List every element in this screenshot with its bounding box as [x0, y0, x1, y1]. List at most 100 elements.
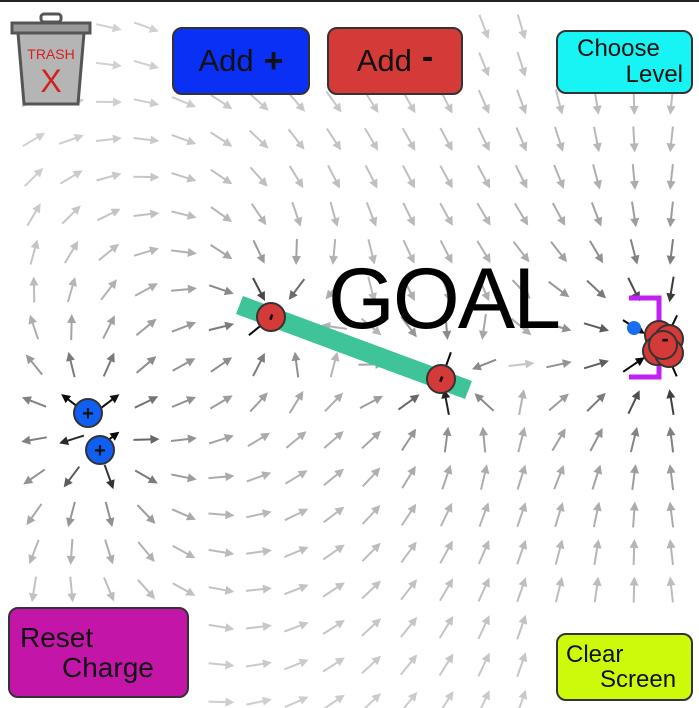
- field-arrow-head: [372, 395, 383, 405]
- field-arrow-head: [406, 178, 416, 189]
- choose-level-button[interactable]: Choose Level: [556, 30, 693, 94]
- field-arrow-head: [147, 283, 158, 292]
- field-arrow-head: [21, 435, 31, 445]
- field-arrow-head: [105, 517, 115, 528]
- field-arrow-head: [61, 394, 72, 404]
- field-arrow-head: [555, 502, 565, 512]
- field-arrow-head: [66, 555, 76, 565]
- field-arrow-head: [28, 592, 38, 603]
- field-arrow-head: [25, 354, 35, 365]
- negative-charge[interactable]: [256, 302, 286, 332]
- field-arrow-head: [481, 178, 491, 189]
- field-arrow-head: [150, 172, 160, 182]
- field-arrow-head: [371, 542, 381, 553]
- positive-charge[interactable]: [85, 435, 115, 465]
- field-arrow-head: [256, 253, 265, 264]
- field-arrow-head: [593, 216, 603, 227]
- field-arrow-head: [409, 394, 420, 404]
- field-arrow-head: [262, 659, 272, 669]
- field-arrow-head: [257, 215, 267, 226]
- field-arrow-head: [296, 431, 307, 441]
- field-arrow-head: [482, 253, 491, 264]
- clear-screen-button[interactable]: Clear Screen: [556, 633, 693, 701]
- negative-charge[interactable]: [426, 364, 456, 394]
- field-arrow-head: [33, 167, 44, 178]
- field-arrow-head: [444, 103, 453, 114]
- field-arrow-head: [518, 614, 528, 625]
- choose-level-line2: Level: [625, 61, 683, 88]
- field-arrow-head: [368, 292, 377, 303]
- field-arrow-head: [444, 140, 453, 151]
- field-arrow-head: [298, 583, 309, 593]
- field-arrow-head: [298, 658, 309, 668]
- field-arrow-head: [185, 550, 196, 559]
- field-arrow-head: [225, 472, 235, 482]
- field-arrow-head: [225, 697, 235, 707]
- trash-label: TRASH: [27, 46, 74, 62]
- field-arrow-head: [521, 289, 531, 299]
- field-arrow-head: [262, 509, 272, 518]
- field-arrow-head: [334, 506, 345, 516]
- field-arrow-head: [519, 178, 528, 189]
- field-arrow-head: [666, 255, 676, 265]
- field-arrow-head: [480, 464, 490, 475]
- minus-icon: -: [421, 37, 434, 76]
- field-arrow-head: [59, 436, 70, 445]
- field-arrow-head: [479, 426, 489, 436]
- add-positive-button[interactable]: Add +: [172, 27, 310, 95]
- field-arrow-head: [73, 133, 84, 143]
- field-arrow-head: [106, 479, 115, 490]
- test-charge[interactable]: [627, 321, 641, 335]
- add-positive-label: Add: [198, 43, 254, 78]
- trash-can-icon[interactable]: TRASH X: [10, 12, 92, 106]
- field-arrow-head: [634, 357, 645, 366]
- plus-icon: +: [94, 440, 106, 462]
- field-arrow-head: [443, 464, 453, 475]
- field-arrow-head: [109, 431, 120, 441]
- field-arrow-head: [223, 434, 234, 443]
- field-arrow-head: [444, 615, 454, 626]
- field-arrow-head: [520, 252, 530, 263]
- field-arrow-head: [112, 134, 122, 144]
- reset-charge-line1: Reset: [20, 621, 94, 653]
- field-arrow-head: [330, 351, 340, 362]
- field-arrow-head: [186, 211, 197, 220]
- field-arrow-head: [332, 102, 342, 113]
- field-arrow-head: [21, 396, 32, 405]
- field-arrow-head: [262, 622, 272, 631]
- field-arrow-head: [109, 394, 120, 404]
- field-arrow-head: [149, 135, 160, 145]
- field-arrow-head: [67, 593, 77, 603]
- field-arrow-head: [298, 508, 309, 517]
- add-negative-button[interactable]: Add -: [327, 27, 463, 95]
- field-arrow-head: [225, 660, 235, 670]
- negative-charge[interactable]: [648, 330, 678, 360]
- field-arrow-head: [557, 428, 566, 439]
- field-arrow-head: [555, 104, 565, 115]
- field-arrow-head: [518, 29, 527, 40]
- field-arrow-head: [370, 467, 381, 478]
- field-arrow-head: [185, 358, 196, 367]
- field-arrow-head: [666, 464, 676, 474]
- reset-charge-button[interactable]: Reset Charge: [8, 607, 189, 698]
- field-arrow-head: [334, 468, 345, 478]
- field-arrow-head: [556, 179, 565, 189]
- field-arrow-head: [442, 330, 452, 340]
- field-arrow-head: [444, 253, 453, 264]
- field-arrow-head: [187, 248, 197, 257]
- plus-icon: +: [263, 41, 284, 80]
- field-arrow-head: [329, 255, 339, 265]
- field-arrow-head: [631, 390, 640, 401]
- field-arrow-head: [63, 477, 73, 488]
- field-arrow-head: [629, 539, 639, 549]
- field-arrow-head: [629, 143, 639, 153]
- plus-icon: +: [82, 403, 94, 425]
- field-arrow-head: [443, 291, 453, 302]
- field-arrow-head: [593, 464, 602, 475]
- positive-charge[interactable]: [73, 398, 103, 428]
- field-arrow-head: [630, 217, 640, 228]
- field-arrow-head: [518, 652, 528, 663]
- field-arrow-head: [106, 315, 115, 326]
- field-arrow-head: [518, 141, 528, 152]
